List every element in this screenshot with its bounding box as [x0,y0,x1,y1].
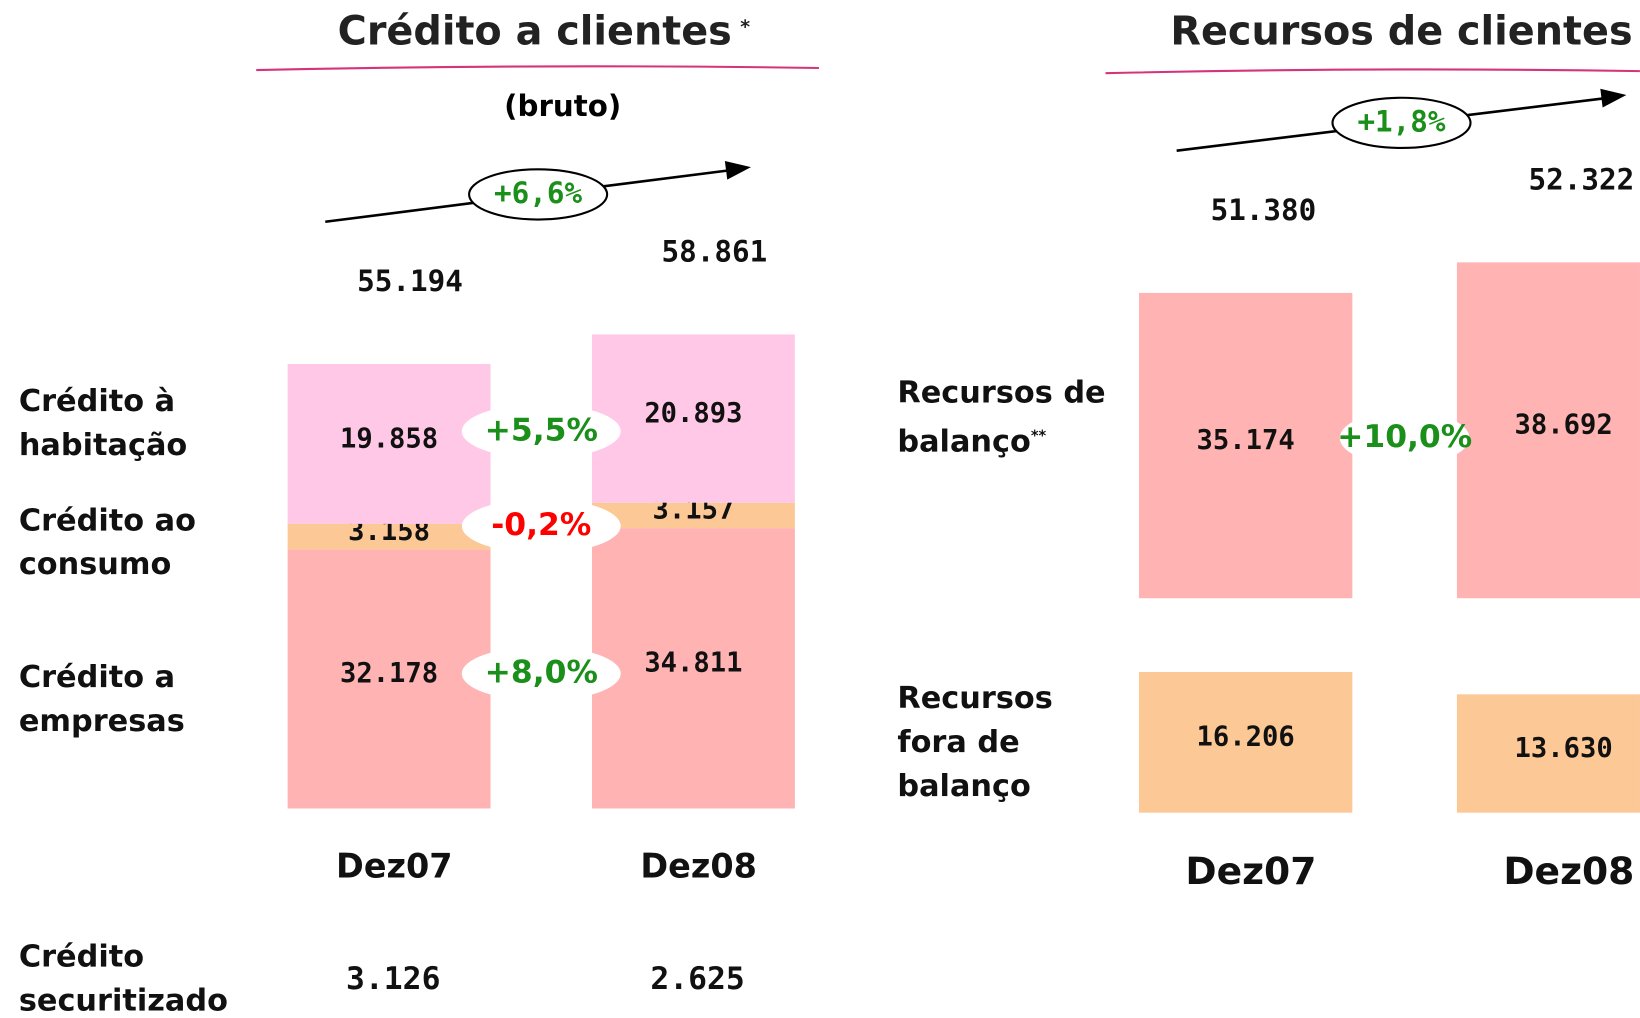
bar-segment [1138,671,1353,813]
bar-segment [287,523,491,550]
category-label: Dez07 [1185,849,1316,893]
change-label: +5,5% [485,412,598,448]
value-label: 32.178 [340,658,438,689]
title-text: Crédito a clientes [338,8,732,54]
change-bubble [1339,410,1470,466]
label-text: Recursos de balanço [897,374,1106,459]
series-label: Crédito a empresas [19,655,212,743]
bar-segment [1456,262,1640,599]
category-label: Dez07 [336,847,452,886]
value-label: 13.630 [1515,733,1613,764]
bar-segment [287,363,491,524]
value-label: 38.692 [1515,410,1613,441]
securitized-label: Crédito securitizado [18,934,249,1018]
bar-segment [591,334,795,503]
subtitle: (bruto) [504,89,621,123]
total-label: 58.861 [661,234,767,268]
title-underline [256,65,819,72]
series-label: Recursos fora de balanço [897,676,1064,808]
bar-segment [287,549,491,809]
label-text: Crédito à habitação [18,382,188,463]
footnote-marker: * [740,17,750,38]
change-label: +10,0% [1337,419,1472,455]
bar-segment [591,502,795,529]
change-label: -0,2% [491,507,591,543]
securitized-value: 2.625 [650,961,744,997]
total-label: 52.322 [1529,162,1635,196]
category-label: Dez08 [640,847,756,886]
change-bubble [461,498,621,554]
change-bubble [468,168,609,221]
title-text: Recursos de clientes [1170,8,1632,54]
securitized-value: 3.126 [346,961,440,997]
total-change-label: +1,8% [1357,104,1445,138]
footnote-marker: ** [1030,427,1047,445]
chart-title: Crédito a clientes * [338,8,751,54]
series-label: Recursos de balanço** [897,370,1127,463]
chart-title: Recursos de clientes [1170,8,1632,54]
arrow-head [1600,88,1627,108]
label-text: Crédito ao consumo [18,502,196,582]
value-label: 34.811 [644,648,742,679]
value-label: 19.858 [340,423,438,454]
bar-segment [591,528,795,809]
label-text: Crédito a empresas [18,658,185,739]
value-label: 35.174 [1197,425,1295,456]
series-label: Crédito à habitação [19,379,212,467]
bar-segment [1456,694,1640,813]
total-change-label: +6,6% [494,176,582,210]
change-label: +8,0% [485,655,598,691]
total-label: 55.194 [357,264,463,298]
series-label: Crédito ao consumo [19,498,212,586]
label-text: Crédito securitizado [18,938,228,1018]
value-label: 20.893 [644,398,742,429]
change-bubble [1331,96,1472,149]
total-label: 51.380 [1211,193,1317,227]
bar-segment [1138,292,1353,599]
value-label: 16.206 [1197,722,1295,753]
category-label: Dez08 [1503,849,1634,893]
arrow-head [724,160,751,180]
label-text: Recursos fora de balanço [897,679,1053,804]
title-underline [1105,68,1640,75]
change-bubble [461,404,621,459]
change-bubble [461,646,621,701]
